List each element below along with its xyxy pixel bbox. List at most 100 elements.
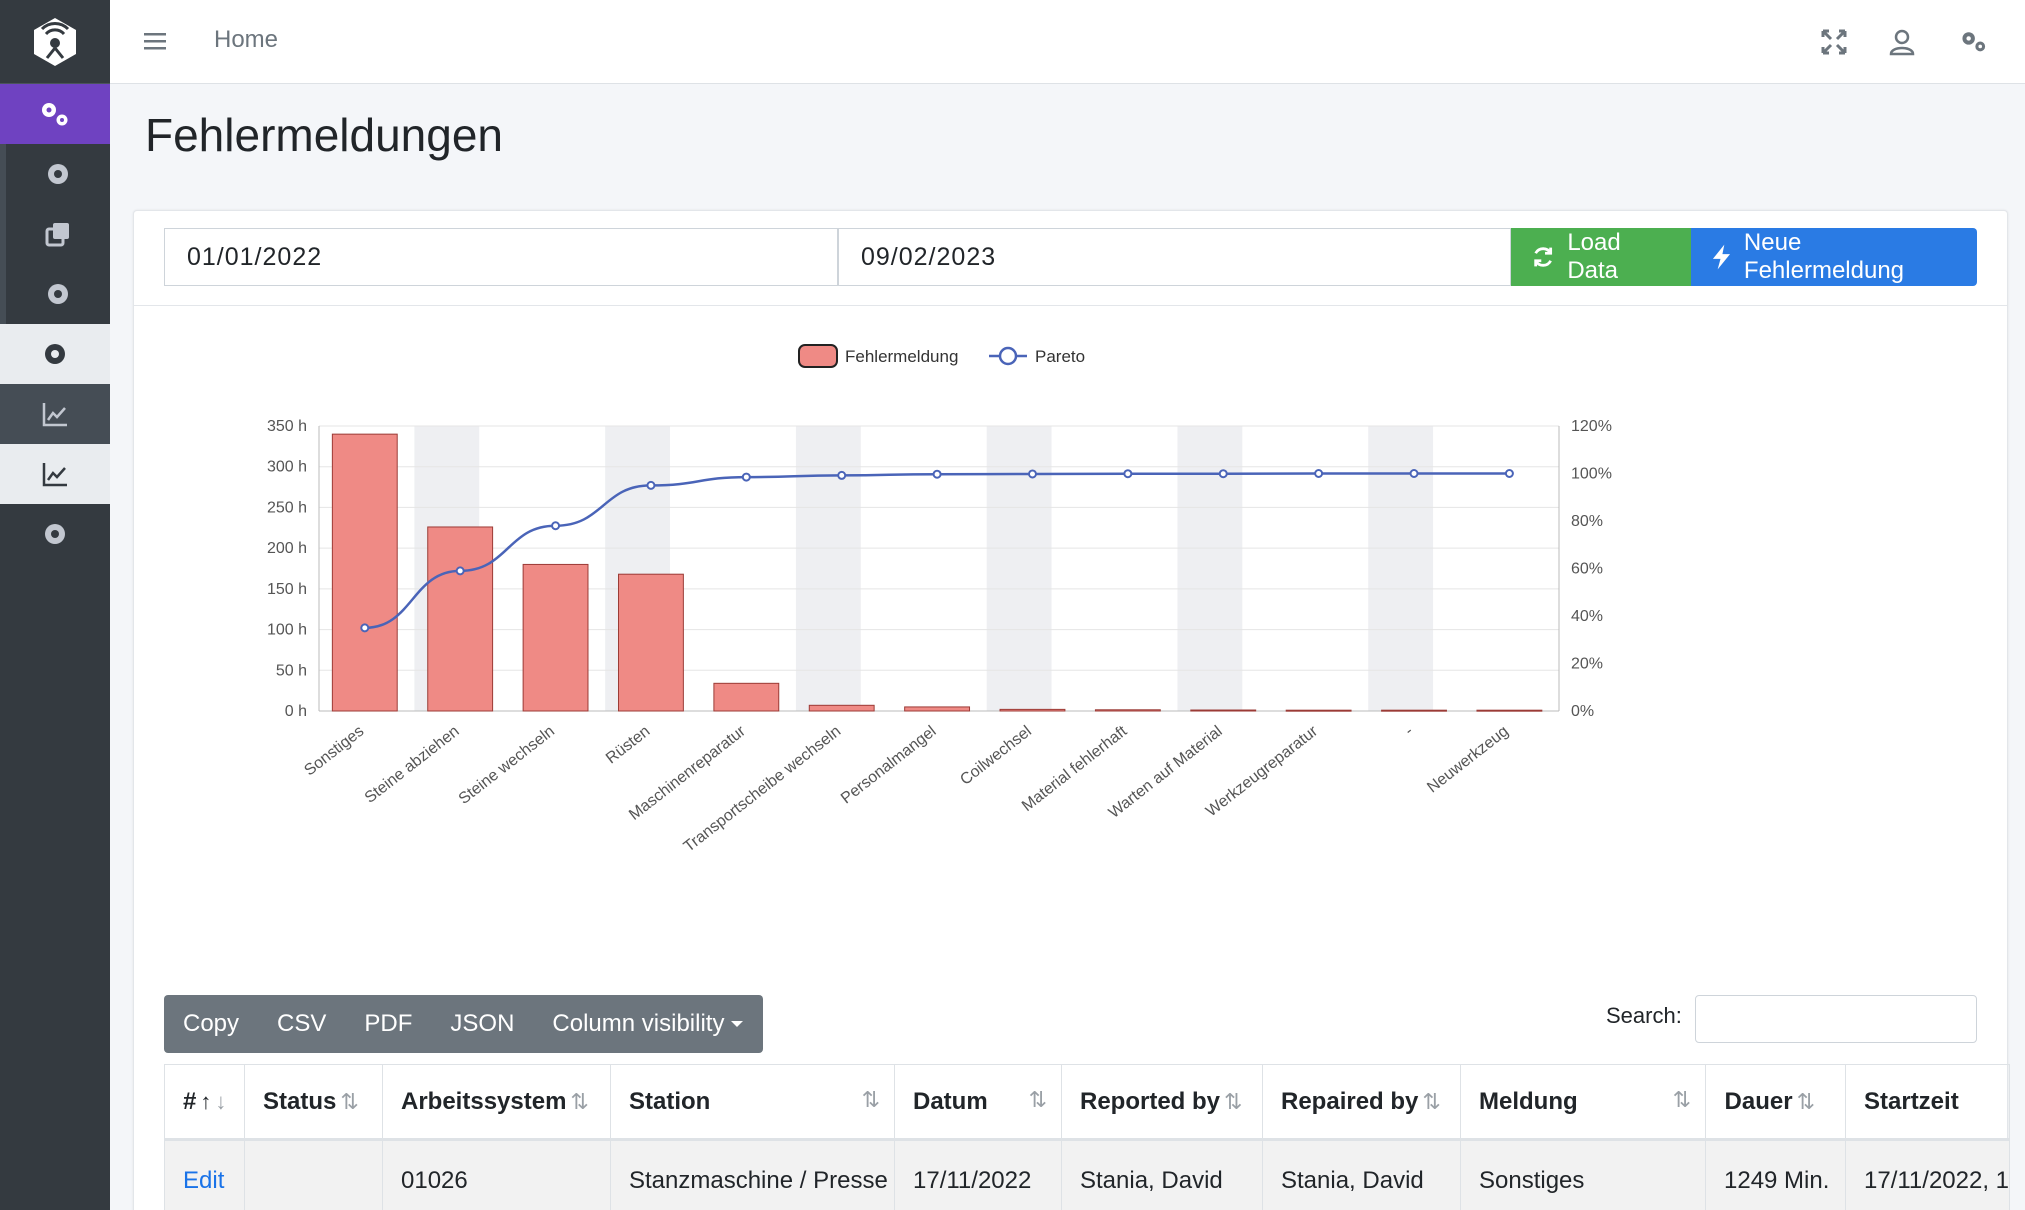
y-left-tick-label: 300 h: [267, 459, 307, 476]
y-right-tick-label: 100%: [1571, 466, 1612, 483]
top-navbar: Home: [110, 0, 2025, 84]
search-label: Search:: [1606, 1003, 1682, 1028]
x-tick-label: Coilwechsel: [957, 723, 1035, 789]
line-chart-icon: [42, 403, 67, 427]
cell-startzeit: 17/11/2022, 12: [1845, 1139, 2010, 1210]
column-header-status[interactable]: Status ⇅: [244, 1064, 383, 1141]
copy-icon: [45, 223, 69, 247]
sidebar-item-chart-1[interactable]: [0, 384, 110, 444]
sidebar-item-chart-2[interactable]: [0, 444, 110, 504]
legend-swatch-fehlermeldung: [798, 344, 838, 368]
gear-icon: [45, 524, 65, 544]
x-tick-label: Neuwerkzeug: [1424, 723, 1512, 797]
nav-home-link[interactable]: Home: [214, 26, 279, 53]
sidebar-item-config-1[interactable]: [0, 144, 110, 204]
json-button[interactable]: JSON: [450, 1010, 515, 1037]
cell-status: [244, 1139, 383, 1210]
pareto-point: [932, 469, 942, 479]
cell-station: Stanzmaschine / Presse: [610, 1139, 895, 1210]
column-header-id[interactable]: # ↑ ↓: [164, 1064, 245, 1141]
csv-button[interactable]: CSV: [277, 1010, 327, 1037]
bar-fehlermeldung: [427, 526, 494, 712]
x-tick-label: Rüsten: [603, 723, 653, 768]
pareto-point: [1504, 469, 1514, 478]
new-error-report-button[interactable]: Neue Fehlermeldung: [1691, 228, 1977, 286]
pareto-point: [837, 470, 847, 480]
y-right-tick-label: 60%: [1571, 561, 1603, 578]
y-right-tick-label: 20%: [1571, 656, 1603, 673]
page-title: Fehlermeldungen: [145, 109, 504, 161]
column-header-arbeitssystem[interactable]: Arbeitssystem ⇅: [382, 1064, 611, 1141]
search-input[interactable]: [1695, 995, 1977, 1043]
column-header-repaired-by[interactable]: Repaired by ⇅: [1262, 1064, 1461, 1141]
gear-icon: [48, 164, 68, 184]
bar-fehlermeldung: [1094, 709, 1161, 712]
legend-label-pareto: Pareto: [1035, 347, 1085, 366]
pareto-point: [360, 623, 370, 633]
y-left-tick-label: 0 h: [285, 703, 307, 720]
column-visibility-button[interactable]: Column visibility: [533, 995, 763, 1053]
column-header-meldung[interactable]: Meldung ⇅: [1460, 1064, 1706, 1141]
pareto-point: [1409, 469, 1419, 478]
bar-fehlermeldung: [713, 682, 780, 712]
y-right-tick-label: 80%: [1571, 513, 1603, 530]
bar-fehlermeldung: [1476, 709, 1543, 712]
column-header-reported-by[interactable]: Reported by ⇅: [1061, 1064, 1263, 1141]
column-header-dauer[interactable]: Dauer ⇅: [1705, 1064, 1846, 1141]
pareto-point: [646, 480, 656, 490]
column-header-datum[interactable]: Datum ⇅: [894, 1064, 1062, 1141]
table-header-row: # ↑ ↓ Status ⇅ Arbeitssystem ⇅ Station ⇅ Datu…: [164, 1064, 2010, 1141]
pareto-point: [741, 472, 751, 482]
bar-fehlermeldung: [1190, 709, 1257, 712]
gears-icon: [42, 103, 68, 126]
sidebar-item-settings-main[interactable]: [0, 84, 110, 144]
refresh-icon: [1534, 247, 1553, 267]
date-from-input[interactable]: [164, 228, 838, 286]
column-header-station[interactable]: Station ⇅: [610, 1064, 895, 1141]
pareto-point: [551, 521, 561, 531]
chart-band: [1177, 426, 1243, 711]
sidebar-item-config-3[interactable]: [0, 324, 110, 384]
line-chart-icon: [42, 463, 67, 487]
menu-icon[interactable]: [142, 28, 168, 54]
pareto-point: [1123, 469, 1133, 479]
bar-fehlermeldung: [522, 563, 589, 712]
gear-icon: [45, 344, 65, 364]
gears-icon[interactable]: [1958, 26, 1990, 58]
sidebar-item-config-4[interactable]: [0, 504, 110, 564]
user-icon[interactable]: [1886, 26, 1918, 58]
fullscreen-icon[interactable]: [1818, 26, 1850, 58]
table-row: Edit 01026 Stanzmaschine / Presse 17/11/…: [164, 1139, 2010, 1210]
bar-fehlermeldung: [1381, 709, 1447, 712]
date-to-input[interactable]: [838, 228, 1511, 286]
bolt-icon: [1712, 244, 1731, 270]
edit-link[interactable]: Edit: [183, 1167, 225, 1194]
brand-logo[interactable]: [0, 0, 110, 84]
sidebar-item-copy[interactable]: [0, 204, 110, 264]
chart-band: [795, 426, 861, 711]
cell-dauer: 1249 Min.: [1705, 1139, 1846, 1210]
logo-icon: [34, 17, 76, 66]
new-error-report-label: Neue Fehlermeldung: [1743, 229, 1905, 284]
y-right-tick-label: 0%: [1571, 703, 1594, 720]
chart-svg: 0 h 50 h 100 h 150 h 200 h 250 h 300 h 350 h 0% 2…: [267, 344, 1612, 856]
bar-fehlermeldung: [904, 706, 971, 712]
error-reports-table: # ↑ ↓ Status ⇅ Arbeitssystem ⇅ Station ⇅ Datu…: [164, 1064, 2010, 1210]
sidebar-item-config-2[interactable]: [0, 264, 110, 324]
column-header-startzeit[interactable]: Startzeit: [1845, 1064, 2010, 1141]
y-left-tick-label: 50 h: [276, 662, 307, 679]
x-tick-label: -: [1402, 723, 1417, 740]
pareto-point: [1314, 469, 1324, 478]
cell-edit: Edit: [164, 1139, 245, 1210]
load-data-button[interactable]: Load Data: [1511, 228, 1691, 286]
pdf-button[interactable]: PDF: [364, 1010, 413, 1037]
y-left-tick-label: 350 h: [267, 418, 307, 435]
export-button-group: Copy CSV PDF JSON Column visibility: [164, 995, 764, 1053]
bar-fehlermeldung: [1285, 709, 1352, 712]
bar-fehlermeldung: [331, 433, 398, 712]
copy-button[interactable]: Copy: [183, 1010, 240, 1037]
load-data-label: Load Data: [1567, 229, 1621, 284]
x-tick-label: Steine wechseln: [456, 723, 558, 808]
cell-reported-by: Stania, David: [1061, 1139, 1263, 1210]
caret-down-icon: [731, 1021, 744, 1027]
